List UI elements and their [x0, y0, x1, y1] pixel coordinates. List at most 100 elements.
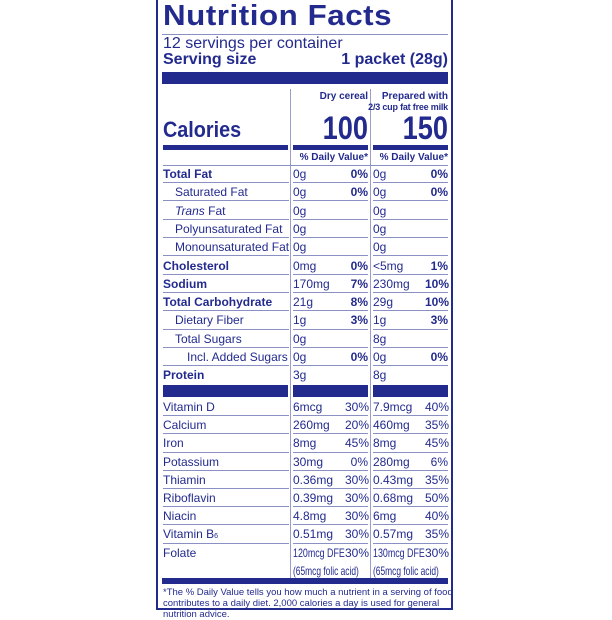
divider: [162, 34, 448, 35]
dv-dry: 8%: [350, 295, 368, 310]
nutrient-name: Polyunsaturated Fat: [175, 221, 283, 236]
row-divider: [293, 237, 368, 239]
dv-dry: 3%: [350, 313, 368, 328]
row-divider: [373, 469, 448, 471]
nutrient-label: Trans Fat: [175, 204, 225, 218]
dv-prepared: 10%: [425, 295, 450, 310]
row-divider: [373, 237, 448, 239]
vitamin-row: Iron 8mg 45% 8mg 45%: [163, 434, 449, 453]
vitamin-amount: 6mg: [373, 509, 397, 524]
amount-prepared: 0g: [373, 350, 387, 364]
row-divider: [163, 433, 289, 435]
nutrient-row: Protein 3g 8g: [163, 366, 448, 384]
row-divider: [373, 415, 448, 417]
nutrient-row: Dietary Fiber 1g 3% 1g 3%: [163, 311, 448, 330]
dv-prepared: 0%: [430, 167, 448, 181]
amount-prepared: 230mg: [373, 276, 410, 291]
nutrient-name: Incl. Added Sugars: [187, 350, 288, 364]
vitamin-dv: 35%: [425, 472, 450, 487]
vitamin-label: Thiamin: [163, 473, 206, 487]
serving-size-value: 1 packet (28g): [341, 51, 448, 68]
row-divider: [293, 291, 368, 293]
vitamin-row: Niacin 4.8mg 30% 6mg 40%: [163, 507, 449, 526]
row-divider: [293, 255, 368, 257]
nutrient-name: Total Sugars: [175, 331, 242, 346]
amount-dry: 0g: [293, 240, 307, 255]
vitamin-label: Potassium: [163, 455, 219, 469]
row-divider: [163, 487, 289, 489]
vitamin-row: Potassium 30mg 0% 280mg 6%: [163, 453, 448, 471]
dv-prepared: 3%: [430, 313, 448, 328]
row-divider: [163, 415, 289, 417]
vitamin-dv: 0%: [350, 454, 368, 469]
vitamin-amount: 0.68mg: [373, 491, 414, 505]
nutrient-label: Saturated Fat: [175, 185, 248, 199]
nutrient-label: Dietary Fiber: [175, 313, 244, 327]
column-divider: [370, 89, 371, 578]
vitamin-amount: 30mg: [293, 454, 324, 469]
nutrient-row: Trans Fat 0g 0g: [163, 202, 448, 220]
row-divider: [373, 310, 448, 312]
column-header-dry-cereal: Dry cereal: [319, 91, 368, 102]
vitamin-row: Vitamin D 6mcg 30% 7.9mcg 40%: [163, 398, 449, 417]
row-divider: [163, 542, 289, 544]
row-divider: [163, 328, 289, 330]
vitamin-name: Folate: [163, 545, 197, 560]
row-divider: [293, 433, 368, 435]
column-divider: [290, 89, 291, 578]
amount-dry: 170mg: [293, 276, 330, 291]
amount-dry: 0g: [293, 185, 307, 200]
vitamin-dv: 30%: [425, 545, 450, 560]
nutrient-name: Dietary Fiber: [175, 313, 244, 328]
dv-dry: 0%: [350, 185, 368, 200]
nutrient-row: Incl. Added Sugars 0g 0% 0g 0%: [163, 348, 448, 367]
row-divider: [293, 487, 368, 489]
nutrient-row: Saturated Fat 0g 0% 0g 0%: [163, 183, 448, 202]
vitamin-amount: 8mg: [293, 436, 317, 451]
row-divider: [293, 469, 368, 471]
row-divider: [293, 200, 368, 202]
thick-divider: [163, 385, 288, 397]
row-divider: [293, 415, 368, 417]
vitamin-row: Calcium 260mg 20% 460mg 35%: [163, 416, 449, 435]
vitamin-name: Niacin: [163, 509, 197, 524]
nutrient-row: Cholesterol 0mg 0% <5mg 1%: [163, 257, 448, 275]
nutrient-name: Monounsaturated Fat: [175, 240, 290, 255]
row-divider: [293, 310, 368, 312]
label-title: Nutrition Facts: [163, 0, 393, 32]
dv-dry: 0%: [350, 258, 368, 273]
row-divider: [163, 218, 289, 220]
nutrient-label: Total Fat: [163, 167, 212, 181]
row-divider: [163, 346, 289, 348]
vitamin-label: Calcium: [163, 418, 206, 432]
footnote: *The % Daily Value tells you how much a …: [163, 587, 453, 620]
nutrient-name: Trans: [175, 203, 205, 218]
row-divider: [373, 487, 448, 489]
row-divider: [293, 506, 368, 508]
row-divider: [293, 346, 368, 348]
vitamin-amount: 0.43mg: [373, 472, 414, 487]
calories-bar: [293, 145, 368, 150]
vitamin-amount: 0.57mg: [373, 527, 414, 542]
vitamin-name: Vitamin D: [163, 400, 215, 414]
row-divider: [373, 506, 448, 508]
row-divider: [163, 310, 289, 312]
nutrient-row: Total Fat 0g 0% 0g 0%: [163, 165, 448, 184]
dv-dry: 0%: [350, 167, 368, 181]
nutrient-label: Total Sugars: [175, 332, 242, 346]
calories-bar: [373, 145, 448, 150]
folic-acid-prepared: (65mcg folic acid): [373, 563, 439, 578]
vitamin-row: Riboflavin 0.39mg 30% 0.68mg 50%: [163, 489, 449, 508]
vitamin-name: Riboflavin: [163, 491, 216, 505]
amount-prepared: 0g: [373, 167, 387, 181]
dv-prepared: 10%: [425, 276, 450, 291]
calories-label: Calories: [163, 117, 242, 142]
vitamin-label: Riboflavin: [163, 491, 216, 505]
vitamin-dv: 35%: [425, 527, 450, 542]
nutrient-label: Cholesterol: [163, 259, 229, 273]
nutrient-row: Total Sugars 0g 8g: [163, 330, 448, 348]
nutrient-name: Cholesterol: [163, 258, 230, 273]
thick-divider: [293, 385, 368, 397]
column-header-prepared-line1: Prepared with: [381, 91, 448, 102]
row-divider: [293, 365, 368, 367]
